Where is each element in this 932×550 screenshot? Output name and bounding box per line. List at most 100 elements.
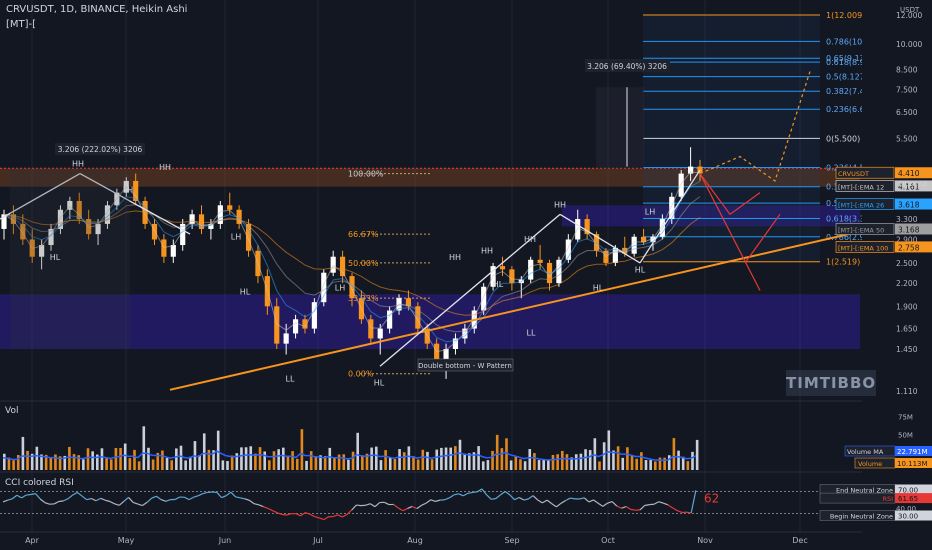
- price-tag-value-bg: [895, 167, 932, 179]
- candle-body: [640, 236, 647, 243]
- y-tick-label: 2.200: [896, 279, 918, 288]
- price-tag-label: [MT]-[:EMA 26: [838, 202, 884, 210]
- rsi-tag-value: 61.65: [898, 495, 918, 503]
- candle-body: [20, 223, 26, 240]
- bearish-projection: [699, 173, 761, 216]
- measure-label-bg: [55, 143, 145, 155]
- rsi-line: [11, 494, 18, 500]
- resistance-band: [0, 168, 860, 187]
- trendline: [559, 213, 641, 264]
- rsi-line: [332, 514, 339, 518]
- rsi-line: [91, 497, 97, 502]
- volume-bar: [91, 451, 94, 470]
- volume-bar: [295, 458, 299, 470]
- volume-bar: [547, 459, 550, 470]
- rsi-line: [393, 503, 399, 509]
- volume-tick-label: 75M: [898, 414, 913, 422]
- volume-bar: [640, 452, 643, 470]
- rsi-line: [583, 497, 590, 503]
- rsi-line: [281, 513, 287, 516]
- fib-level-label: 0.5(8.127): [826, 73, 868, 82]
- candle-body: [67, 200, 73, 210]
- rsi-line: [100, 497, 106, 501]
- rsi-line: [21, 494, 27, 499]
- volume-bar: [398, 449, 401, 470]
- volume-bar: [286, 455, 290, 470]
- price-tag-value-bg: [895, 180, 932, 192]
- rsi-line: [53, 500, 60, 505]
- pivot-label: HL: [374, 379, 385, 388]
- volume-ma-value: 22.791M: [897, 448, 928, 456]
- ema-line: [3, 196, 701, 333]
- volume-bar: [249, 446, 253, 470]
- volume-bar: [649, 460, 652, 470]
- volume-bar: [175, 448, 178, 470]
- rsi-line: [133, 501, 139, 505]
- ema-line: [3, 181, 701, 343]
- pivot-label: LH: [335, 283, 345, 292]
- rsi-line: [476, 488, 483, 493]
- y-tick-label: 8.500: [896, 66, 918, 75]
- annotation-label: Double bottom - W Pattern: [418, 362, 512, 370]
- rsi-line: [630, 508, 636, 511]
- volume-bar: [105, 457, 108, 470]
- candle-body: [650, 236, 656, 243]
- volume-bar: [114, 447, 118, 470]
- y-tick-label: 12.000: [896, 11, 922, 20]
- rsi-line: [677, 510, 683, 514]
- candle-body: [217, 205, 223, 224]
- candle-body: [311, 302, 317, 329]
- volume-bar: [677, 450, 680, 470]
- candle-body: [688, 166, 694, 174]
- volume-bar: [323, 456, 327, 470]
- trendline: [0, 173, 81, 220]
- volume-title: Vol: [5, 406, 18, 416]
- candle-body: [509, 269, 515, 284]
- volume-bar: [505, 438, 508, 470]
- volume-bar: [35, 446, 39, 470]
- rsi-line: [81, 495, 88, 501]
- candle-body: [443, 348, 449, 361]
- volume-bar: [240, 447, 243, 470]
- volume-bar: [314, 456, 318, 470]
- volume-bar: [412, 456, 415, 470]
- volume-bar: [216, 430, 220, 470]
- candle-body: [133, 180, 139, 201]
- rsi-line: [235, 496, 241, 499]
- volume-bar: [421, 449, 425, 470]
- rsi-line: [653, 501, 659, 505]
- candle-body: [283, 333, 289, 344]
- price-tag-value: 2.758: [898, 243, 920, 252]
- volume-bar: [537, 460, 541, 470]
- pivot-label: LH: [231, 232, 241, 241]
- candle-body: [537, 259, 543, 263]
- price-tag-value: 3.168: [898, 226, 920, 235]
- volume-bar: [579, 453, 583, 470]
- rsi-line: [509, 494, 515, 501]
- volume-bar: [533, 453, 536, 470]
- price-tag-value: 4.410: [898, 169, 920, 178]
- candle-body: [39, 245, 45, 257]
- rsi-line: [597, 502, 604, 507]
- candle-body: [452, 338, 459, 349]
- volume-bar: [542, 459, 545, 470]
- retracement-label: 66.67%: [348, 230, 379, 239]
- volume-bar: [509, 460, 513, 470]
- x-tick-label: Jul: [312, 536, 323, 545]
- volume-bar: [230, 455, 234, 470]
- rsi-line: [588, 499, 594, 503]
- pivot-label: HL: [635, 266, 646, 275]
- rsi-line: [435, 499, 441, 502]
- rsi-line: [2, 499, 8, 503]
- rsi-tag-label: End Neutral Zone: [836, 487, 893, 495]
- volume-bar: [635, 458, 638, 470]
- rsi-line: [72, 491, 78, 496]
- ema-line: [3, 210, 701, 316]
- rsi-line: [449, 494, 455, 499]
- volume-bar: [337, 454, 341, 470]
- supply-zone: [562, 205, 860, 227]
- candle-body: [481, 286, 487, 311]
- pivot-label: HH: [481, 247, 493, 256]
- bearish-projection: [744, 213, 781, 264]
